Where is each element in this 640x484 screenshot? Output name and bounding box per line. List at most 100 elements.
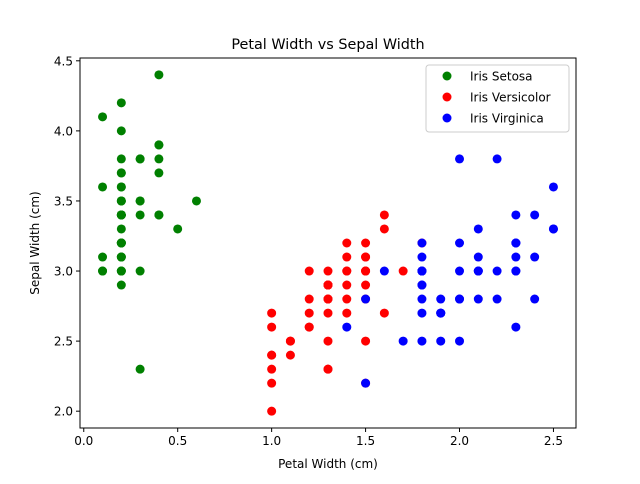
data-point-iris-virginica	[417, 294, 427, 304]
data-point-iris-versicolor	[304, 322, 314, 332]
data-point-iris-virginica	[473, 252, 483, 262]
data-point-iris-versicolor	[342, 238, 352, 248]
data-point-iris-setosa	[98, 252, 108, 262]
legend-item-setosa: Iris Setosa	[442, 70, 533, 84]
data-point-iris-virginica	[342, 322, 352, 332]
data-point-iris-versicolor	[379, 308, 389, 318]
data-point-iris-setosa	[135, 210, 145, 220]
data-point-iris-setosa	[173, 224, 183, 234]
data-point-iris-virginica	[417, 308, 427, 318]
data-point-iris-setosa	[116, 280, 126, 290]
data-point-iris-setosa	[98, 266, 108, 276]
legend-marker-versicolor	[442, 92, 452, 102]
data-point-iris-versicolor	[285, 336, 295, 346]
data-point-iris-versicolor	[323, 266, 333, 276]
data-point-iris-versicolor	[323, 336, 333, 346]
data-point-iris-virginica	[511, 210, 521, 220]
x-tick-label: 0.5	[168, 434, 187, 448]
x-tick-label: 2.0	[450, 434, 469, 448]
points-layer	[98, 70, 558, 416]
data-point-iris-setosa	[116, 196, 126, 206]
data-point-iris-virginica	[379, 266, 389, 276]
x-tick-label: 0.0	[74, 434, 93, 448]
data-point-iris-virginica	[511, 252, 521, 262]
data-point-iris-setosa	[116, 98, 126, 108]
data-point-iris-setosa	[154, 154, 164, 164]
data-point-iris-versicolor	[323, 308, 333, 318]
data-point-iris-setosa	[154, 140, 164, 150]
data-point-iris-setosa	[116, 224, 126, 234]
data-point-iris-setosa	[135, 266, 145, 276]
data-point-iris-virginica	[436, 294, 446, 304]
data-point-iris-setosa	[135, 154, 145, 164]
data-point-iris-versicolor	[361, 266, 371, 276]
data-point-iris-virginica	[548, 182, 558, 192]
data-point-iris-virginica	[530, 252, 540, 262]
data-point-iris-versicolor	[379, 210, 389, 220]
data-point-iris-setosa	[154, 168, 164, 178]
data-point-iris-setosa	[154, 70, 164, 80]
data-point-iris-setosa	[116, 168, 126, 178]
data-point-iris-virginica	[530, 210, 540, 220]
data-point-iris-virginica	[530, 294, 540, 304]
data-point-iris-virginica	[398, 336, 408, 346]
data-point-iris-setosa	[116, 252, 126, 262]
y-tick-label: 3.0	[54, 265, 73, 279]
data-point-iris-versicolor	[342, 266, 352, 276]
data-point-iris-virginica	[473, 224, 483, 234]
x-tick-label: 1.5	[356, 434, 375, 448]
data-point-iris-setosa	[135, 196, 145, 206]
data-point-iris-virginica	[417, 280, 427, 290]
y-tick-label: 4.0	[54, 124, 73, 138]
data-point-iris-versicolor	[342, 280, 352, 290]
legend-item-virginica: Iris Virginica	[442, 112, 544, 126]
data-point-iris-setosa	[154, 210, 164, 220]
data-point-iris-versicolor	[342, 252, 352, 262]
data-point-iris-virginica	[455, 294, 465, 304]
data-point-iris-virginica	[436, 336, 446, 346]
data-point-iris-setosa	[116, 238, 126, 248]
data-point-iris-versicolor	[304, 266, 314, 276]
plot-frame	[79, 57, 577, 429]
y-axis: 2.0 2.5 3.0 3.5 4.0 4.5	[54, 54, 80, 419]
x-axis: 0.0 0.5 1.0 1.5 2.0 2.5	[74, 428, 563, 448]
data-point-iris-virginica	[492, 154, 502, 164]
data-point-iris-versicolor	[398, 266, 408, 276]
data-point-iris-virginica	[548, 224, 558, 234]
data-point-iris-virginica	[455, 266, 465, 276]
data-point-iris-versicolor	[342, 294, 352, 304]
data-point-iris-setosa	[116, 210, 126, 220]
chart-title: Petal Width vs Sepal Width	[231, 37, 424, 53]
data-point-iris-setosa	[116, 266, 126, 276]
legend-marker-virginica	[442, 113, 452, 123]
data-point-iris-virginica	[473, 294, 483, 304]
data-point-iris-virginica	[473, 266, 483, 276]
data-point-iris-versicolor	[323, 280, 333, 290]
data-point-iris-versicolor	[285, 350, 295, 360]
data-point-iris-virginica	[511, 322, 521, 332]
data-point-iris-versicolor	[361, 252, 371, 262]
x-axis-label: Petal Width (cm)	[278, 457, 378, 471]
data-point-iris-virginica	[417, 266, 427, 276]
legend-item-versicolor: Iris Versicolor	[442, 91, 551, 105]
legend-label-versicolor: Iris Versicolor	[470, 91, 551, 105]
y-tick-label: 3.5	[54, 194, 73, 208]
x-tick-label: 2.5	[544, 434, 563, 448]
data-point-iris-versicolor	[361, 280, 371, 290]
data-point-iris-versicolor	[342, 308, 352, 318]
legend-marker-setosa	[442, 71, 452, 81]
data-point-iris-setosa	[116, 182, 126, 192]
data-point-iris-versicolor	[267, 406, 277, 416]
data-point-iris-virginica	[417, 336, 427, 346]
data-point-iris-versicolor	[323, 294, 333, 304]
data-point-iris-versicolor	[304, 308, 314, 318]
data-point-iris-versicolor	[323, 364, 333, 374]
data-point-iris-versicolor	[361, 238, 371, 248]
data-point-iris-versicolor	[267, 322, 277, 332]
x-tick-label: 1.0	[262, 434, 281, 448]
data-point-iris-versicolor	[304, 294, 314, 304]
y-tick-label: 2.0	[54, 405, 73, 419]
plot-area	[79, 57, 577, 429]
y-tick-label: 2.5	[54, 335, 73, 349]
